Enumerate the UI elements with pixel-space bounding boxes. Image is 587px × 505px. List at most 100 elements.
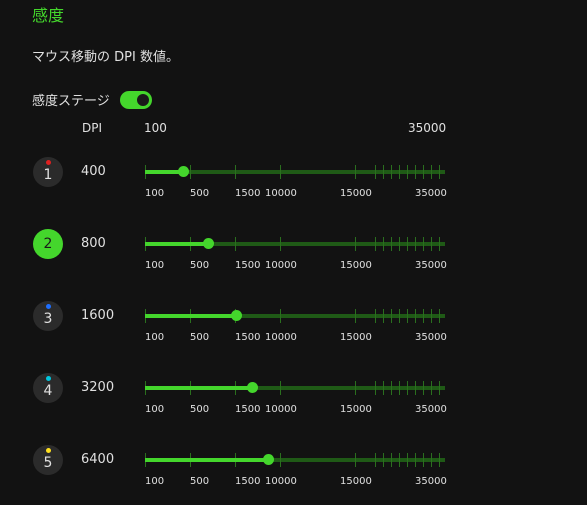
slider-tick <box>423 165 424 179</box>
slider-tick <box>407 381 408 395</box>
slider-tick <box>423 309 424 323</box>
scale-label: 10000 <box>265 404 297 415</box>
slider-tick <box>280 237 281 251</box>
slider-tick <box>423 453 424 467</box>
slider-tick <box>280 453 281 467</box>
slider-thumb[interactable] <box>203 238 215 249</box>
stage-dpi-value[interactable]: 400 <box>81 164 106 179</box>
slider-thumb[interactable] <box>177 166 189 177</box>
scale-label: 15000 <box>340 332 372 343</box>
slider-tick <box>280 381 281 395</box>
scale-label: 1500 <box>235 260 261 271</box>
scale-label: 35000 <box>415 476 447 487</box>
scale-label: 35000 <box>415 404 447 415</box>
slider-tick <box>423 381 424 395</box>
dpi-slider[interactable] <box>145 165 445 179</box>
stage-badge-4[interactable]: 4 <box>33 373 63 403</box>
slider-tick <box>439 381 440 395</box>
slider-scale-labels: 100 500 1500 10000 15000 35000 <box>145 476 455 490</box>
stage-dpi-value[interactable]: 6400 <box>81 452 115 467</box>
stage-color-dot <box>46 160 51 165</box>
scale-label: 10000 <box>265 332 297 343</box>
slider-tick <box>439 165 440 179</box>
slider-tick <box>383 165 384 179</box>
dpi-column-header: DPI <box>82 121 103 135</box>
slider-thumb[interactable] <box>263 454 275 465</box>
slider-tick <box>383 309 384 323</box>
scale-label: 1500 <box>235 332 261 343</box>
slider-tick <box>383 453 384 467</box>
dpi-stage-1: 1 400 100 500 1500 10000 15000 35000 <box>0 157 587 217</box>
stage-badge-3[interactable]: 3 <box>33 301 63 331</box>
dpi-min-header: 100 <box>144 121 167 135</box>
dpi-max-header: 35000 <box>408 121 447 135</box>
slider-thumb[interactable] <box>230 310 242 321</box>
slider-tick <box>415 165 416 179</box>
slider-tick <box>235 165 236 179</box>
scale-label: 100 <box>145 260 165 271</box>
scale-label: 35000 <box>415 260 447 271</box>
slider-scale-labels: 100 500 1500 10000 15000 35000 <box>145 332 455 346</box>
slider-thumb[interactable] <box>246 382 258 393</box>
stage-dpi-value[interactable]: 3200 <box>81 380 115 395</box>
scale-label: 500 <box>190 188 210 199</box>
slider-tick <box>280 309 281 323</box>
slider-tick <box>355 309 356 323</box>
stage-badge-5[interactable]: 5 <box>33 445 63 475</box>
stage-number: 4 <box>43 383 53 399</box>
slider-tick <box>415 309 416 323</box>
scale-label: 1500 <box>235 188 261 199</box>
slider-tick <box>439 453 440 467</box>
slider-tick <box>355 453 356 467</box>
stage-badge-1[interactable]: 1 <box>33 157 63 187</box>
toggle-knob <box>136 93 149 106</box>
stage-dpi-value[interactable]: 1600 <box>81 308 115 323</box>
slider-fill <box>145 242 210 246</box>
slider-tick <box>407 309 408 323</box>
slider-tick <box>399 453 400 467</box>
scale-label: 500 <box>190 476 210 487</box>
slider-track <box>145 314 445 318</box>
slider-tick <box>431 453 432 467</box>
slider-scale-labels: 100 500 1500 10000 15000 35000 <box>145 404 455 418</box>
slider-tick <box>355 237 356 251</box>
slider-tick <box>423 237 424 251</box>
slider-tick <box>431 165 432 179</box>
slider-tick <box>391 381 392 395</box>
slider-tick <box>431 381 432 395</box>
slider-tick <box>280 165 281 179</box>
slider-tick <box>383 237 384 251</box>
dpi-slider[interactable] <box>145 453 445 467</box>
scale-label: 100 <box>145 332 165 343</box>
scale-label: 500 <box>190 332 210 343</box>
scale-label: 500 <box>190 260 210 271</box>
slider-tick <box>439 237 440 251</box>
slider-tick <box>407 237 408 251</box>
stage-color-dot <box>46 376 51 381</box>
slider-tick <box>355 381 356 395</box>
slider-tick <box>391 237 392 251</box>
slider-tick <box>383 381 384 395</box>
sensitivity-stages-toggle[interactable] <box>119 90 152 109</box>
slider-track <box>145 242 445 246</box>
slider-tick <box>375 381 376 395</box>
slider-tick <box>407 453 408 467</box>
slider-track <box>145 386 445 390</box>
stage-dpi-value[interactable]: 800 <box>81 236 106 251</box>
slider-tick <box>415 237 416 251</box>
scale-label: 100 <box>145 404 165 415</box>
section-description: マウス移動の DPI 数値。 <box>32 50 179 65</box>
slider-tick <box>375 453 376 467</box>
slider-tick <box>399 381 400 395</box>
dpi-stage-4: 4 3200 100 500 1500 10000 15000 35000 <box>0 373 587 433</box>
scale-label: 10000 <box>265 260 297 271</box>
stage-badge-2[interactable]: 2 <box>33 229 63 259</box>
slider-tick <box>407 165 408 179</box>
slider-fill <box>145 170 184 174</box>
scale-label: 500 <box>190 404 210 415</box>
stage-number: 1 <box>43 167 53 183</box>
slider-fill <box>145 386 253 390</box>
dpi-slider[interactable] <box>145 309 445 323</box>
dpi-slider[interactable] <box>145 381 445 395</box>
dpi-slider[interactable] <box>145 237 445 251</box>
